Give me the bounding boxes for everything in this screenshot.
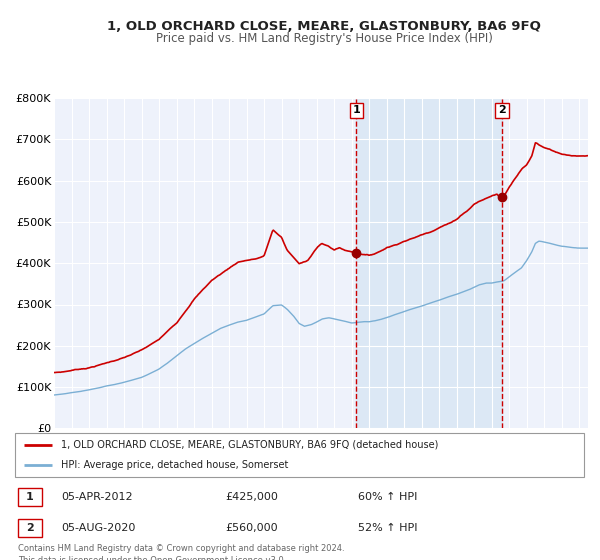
Text: 2: 2 [26, 523, 34, 533]
FancyBboxPatch shape [15, 433, 584, 477]
Text: 52% ↑ HPI: 52% ↑ HPI [358, 523, 417, 533]
Text: 60% ↑ HPI: 60% ↑ HPI [358, 492, 417, 502]
Text: Price paid vs. HM Land Registry's House Price Index (HPI): Price paid vs. HM Land Registry's House … [155, 32, 493, 45]
FancyBboxPatch shape [18, 519, 42, 537]
Text: HPI: Average price, detached house, Somerset: HPI: Average price, detached house, Some… [61, 460, 289, 470]
Text: £560,000: £560,000 [225, 523, 278, 533]
Text: 1: 1 [352, 105, 360, 115]
Text: 05-AUG-2020: 05-AUG-2020 [61, 523, 136, 533]
Bar [356, 98, 502, 428]
Text: 05-APR-2012: 05-APR-2012 [61, 492, 133, 502]
FancyBboxPatch shape [18, 488, 42, 506]
Text: 1, OLD ORCHARD CLOSE, MEARE, GLASTONBURY, BA6 9FQ: 1, OLD ORCHARD CLOSE, MEARE, GLASTONBURY… [107, 20, 541, 32]
Text: Contains HM Land Registry data © Crown copyright and database right 2024.
This d: Contains HM Land Registry data © Crown c… [18, 544, 344, 560]
Text: £425,000: £425,000 [225, 492, 278, 502]
Text: 2: 2 [498, 105, 506, 115]
Text: 1: 1 [26, 492, 34, 502]
Text: 1, OLD ORCHARD CLOSE, MEARE, GLASTONBURY, BA6 9FQ (detached house): 1, OLD ORCHARD CLOSE, MEARE, GLASTONBURY… [61, 440, 439, 450]
